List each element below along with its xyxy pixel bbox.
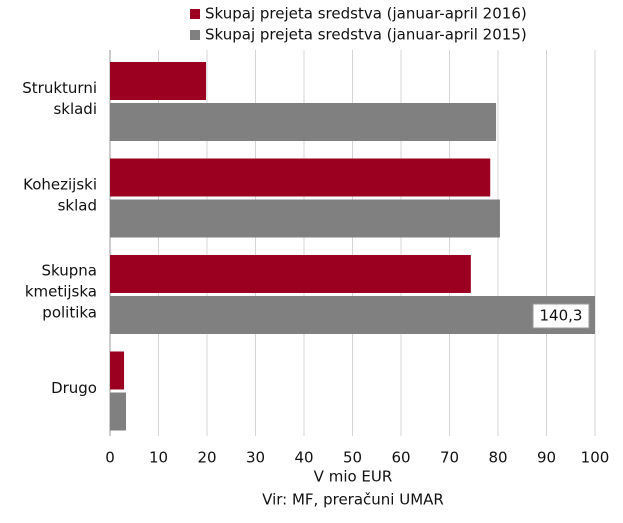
x-tick-label: 20 (197, 449, 216, 467)
y-tick-label: Strukturni skladi (22, 78, 97, 117)
x-tick-label: 10 (149, 449, 168, 467)
x-tick-label: 100 (581, 449, 610, 467)
bar (110, 351, 125, 390)
x-tick-label: 90 (537, 449, 556, 467)
bar (110, 103, 497, 141)
x-tick-label: 0 (105, 449, 115, 467)
x-tick-label: 50 (343, 449, 362, 467)
legend-swatch (190, 9, 200, 19)
value-label: 140,3 (540, 307, 583, 325)
bar (110, 255, 471, 293)
y-tick-label: Drugo (51, 378, 97, 396)
legend-label: Skupaj prejeta sredstva (januar-april 20… (205, 26, 527, 44)
bar (110, 158, 491, 197)
bar (110, 62, 207, 100)
x-axis-label: V mio EUR (314, 468, 393, 486)
bar (110, 296, 595, 334)
source: Vir: MF, preračuni UMAR (262, 491, 444, 509)
value-label-box (532, 303, 590, 329)
bar (110, 392, 127, 431)
x-tick-label: 30 (246, 449, 265, 467)
x-tick-label: 70 (440, 449, 459, 467)
plot-area (110, 62, 595, 431)
y-tick-label: Skupna kmetijska politika (25, 261, 97, 321)
x-tick-label: 40 (294, 449, 313, 467)
x-tick-label: 60 (391, 449, 410, 467)
y-tick-label: Kohezijski sklad (23, 175, 97, 214)
bar (110, 199, 500, 238)
legend-label: Skupaj prejeta sredstva (januar-april 20… (205, 5, 527, 23)
legend-swatch (190, 30, 200, 40)
x-tick-label: 80 (488, 449, 507, 467)
